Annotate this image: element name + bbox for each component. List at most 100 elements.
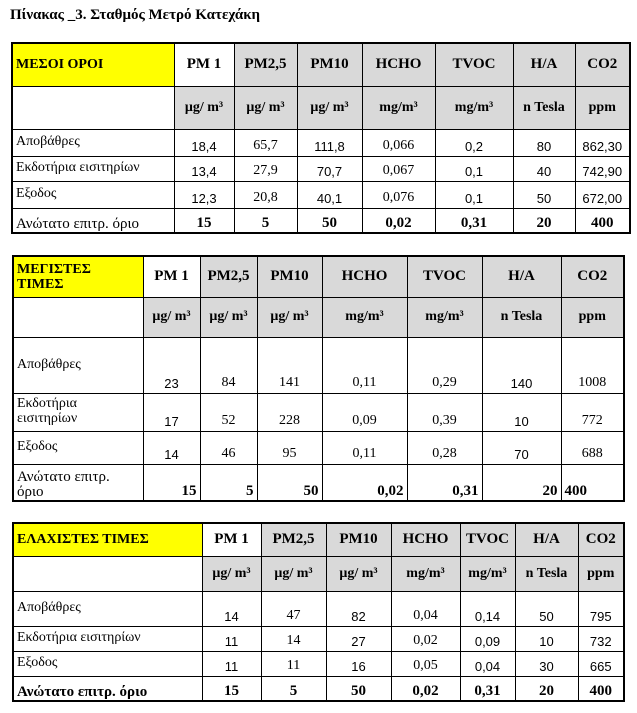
value-cell: 50 — [512, 180, 576, 209]
empty-cell — [12, 296, 144, 338]
limit-value: 20 — [512, 207, 576, 234]
value-cell: 0,14 — [459, 590, 516, 627]
limit-value: 400 — [560, 463, 625, 502]
value-cell: 0,2 — [434, 128, 514, 157]
value-cell: 50 — [514, 590, 579, 627]
value-cell: 14 — [260, 625, 327, 652]
row-label: Εξοδος — [12, 650, 203, 677]
units-row: μg/ m³ μg/ m³ μg/ m³ mg/m³ mg/m³ n Tesla ppm — [12, 555, 625, 592]
value-cell: 65,7 — [233, 128, 298, 157]
table-row: Αποβάθρες 18,4 65,7 111,8 0,066 0,2 80 862,30 — [11, 128, 631, 157]
value-cell: 14 — [201, 590, 262, 627]
column-header: H/A — [512, 42, 576, 87]
column-header: PM10 — [325, 522, 392, 557]
value-cell: 0,09 — [459, 625, 516, 652]
unit-cell: n Tesla — [481, 296, 562, 338]
value-cell: 0,39 — [406, 392, 483, 432]
limit-row: Ανώτατο επιτρ. όριο 15 5 50 0,02 0,31 20 400 — [12, 463, 625, 502]
limit-label: Ανώτατο επιτρ. όριο — [12, 463, 144, 502]
value-cell: 0,067 — [361, 155, 436, 182]
value-cell: 0,04 — [390, 590, 461, 627]
unit-cell: ppm — [574, 85, 631, 130]
value-cell: 11 — [260, 650, 327, 677]
limit-value: 50 — [256, 463, 323, 502]
value-cell: 10 — [514, 625, 579, 652]
min-values-table: ΕΛΑΧΙΣΤΕΣ ΤΙΜΕΣ PM 1 PM2,5 PM10 HCHO TVOC H/A C… — [12, 522, 625, 702]
table-row: Αποβάθρες 14 47 82 0,04 0,14 50 795 — [12, 590, 625, 627]
limit-value: 15 — [173, 207, 235, 234]
column-header: TVOC — [459, 522, 516, 557]
limit-value: 20 — [481, 463, 562, 502]
value-cell: 84 — [199, 336, 258, 394]
value-cell: 95 — [256, 430, 323, 465]
table-row: Εξοδος 12,3 20,8 40,1 0,076 0,1 50 672,00 — [11, 180, 631, 209]
value-cell: 0,28 — [406, 430, 483, 465]
unit-cell: μg/ m³ — [199, 296, 258, 338]
table-row: Αποβάθρες 23 84 141 0,11 0,29 140 1008 — [12, 336, 625, 394]
column-header: PM2,5 — [199, 255, 258, 298]
value-cell: 12,3 — [173, 180, 235, 209]
value-cell: 688 — [560, 430, 625, 465]
unit-cell: n Tesla — [512, 85, 576, 130]
table-caption: Πίνακας _3. Σταθμός Μετρό Κατεχάκη — [10, 7, 261, 23]
table-row: Εκδοτήρια εισιτηρίων 13,4 27,9 70,7 0,067 0,1… — [11, 155, 631, 182]
column-header: PM10 — [256, 255, 323, 298]
limit-row: Ανώτατο επιτρ. όριο 15 5 50 0,02 0,31 20 400 — [12, 675, 625, 702]
value-cell: 27 — [325, 625, 392, 652]
column-header: PM2,5 — [260, 522, 327, 557]
value-cell: 228 — [256, 392, 323, 432]
column-header: HCHO — [321, 255, 408, 298]
header-row: ΜΕΣΟΙ ΟΡΟΙ PM 1 PM2,5 PM10 HCHO TVOC H/A CO2 — [11, 42, 631, 87]
row-label: Εκδοτήρια εισιτηρίων — [11, 155, 175, 182]
table-label-cell: ΜΕΓΙΣΤΕΣ ΤΙΜΕΣ — [12, 255, 144, 298]
value-cell: 0,09 — [321, 392, 408, 432]
value-cell: 11 — [201, 625, 262, 652]
limit-value: 400 — [574, 207, 631, 234]
value-cell: 70,7 — [296, 155, 363, 182]
unit-cell: ppm — [560, 296, 625, 338]
row-label: Αποβάθρες — [12, 590, 203, 627]
limit-value: 50 — [296, 207, 363, 234]
value-cell: 0,076 — [361, 180, 436, 209]
limit-value: 0,02 — [321, 463, 408, 502]
value-cell: 141 — [256, 336, 323, 394]
limit-label: Ανώτατο επιτρ. όριο — [11, 207, 175, 234]
value-cell: 80 — [512, 128, 576, 157]
table-row: Εξοδος 14 46 95 0,11 0,28 70 688 — [12, 430, 625, 465]
unit-cell: μg/ m³ — [260, 555, 327, 592]
empty-cell — [11, 85, 175, 130]
table-row: Εξοδος 11 11 16 0,05 0,04 30 665 — [12, 650, 625, 677]
value-cell: 0,04 — [459, 650, 516, 677]
header-row: ΕΛΑΧΙΣΤΕΣ ΤΙΜΕΣ PM 1 PM2,5 PM10 HCHO TVOC H/A C… — [12, 522, 625, 557]
column-header: H/A — [481, 255, 562, 298]
column-header: TVOC — [434, 42, 514, 87]
limit-value: 0,02 — [390, 675, 461, 702]
limit-value: 400 — [577, 675, 625, 702]
empty-cell — [12, 555, 203, 592]
value-cell: 16 — [325, 650, 392, 677]
limit-value: 0,02 — [361, 207, 436, 234]
units-row: μg/ m³ μg/ m³ μg/ m³ mg/m³ mg/m³ n Tesla ppm — [12, 296, 625, 338]
column-header: HCHO — [361, 42, 436, 87]
value-cell: 27,9 — [233, 155, 298, 182]
unit-cell: mg/m³ — [321, 296, 408, 338]
table-label-cell: ΕΛΑΧΙΣΤΕΣ ΤΙΜΕΣ — [12, 522, 203, 557]
value-cell: 18,4 — [173, 128, 235, 157]
value-cell: 70 — [481, 430, 562, 465]
table-row: Εκδοτήρια εισιτηρίων 17 52 228 0,09 0,39 10 772 — [12, 392, 625, 432]
value-cell: 0,1 — [434, 180, 514, 209]
value-cell: 742,90 — [574, 155, 631, 182]
value-cell: 47 — [260, 590, 327, 627]
row-label: Εκδοτήρια εισιτηρίων — [12, 392, 144, 432]
max-values-table: ΜΕΓΙΣΤΕΣ ΤΙΜΕΣ PM 1 PM2,5 PM10 HCHO TVOC H/A CO… — [12, 255, 625, 502]
table-label-cell: ΜΕΣΟΙ ΟΡΟΙ — [11, 42, 175, 87]
value-cell: 17 — [142, 392, 201, 432]
units-row: μg/ m³ μg/ m³ μg/ m³ mg/m³ mg/m³ n Tesla ppm — [11, 85, 631, 130]
value-cell: 772 — [560, 392, 625, 432]
value-cell: 0,1 — [434, 155, 514, 182]
limit-value: 15 — [142, 463, 201, 502]
value-cell: 46 — [199, 430, 258, 465]
column-header: HCHO — [390, 522, 461, 557]
limit-value: 0,31 — [434, 207, 514, 234]
limit-value: 15 — [201, 675, 262, 702]
